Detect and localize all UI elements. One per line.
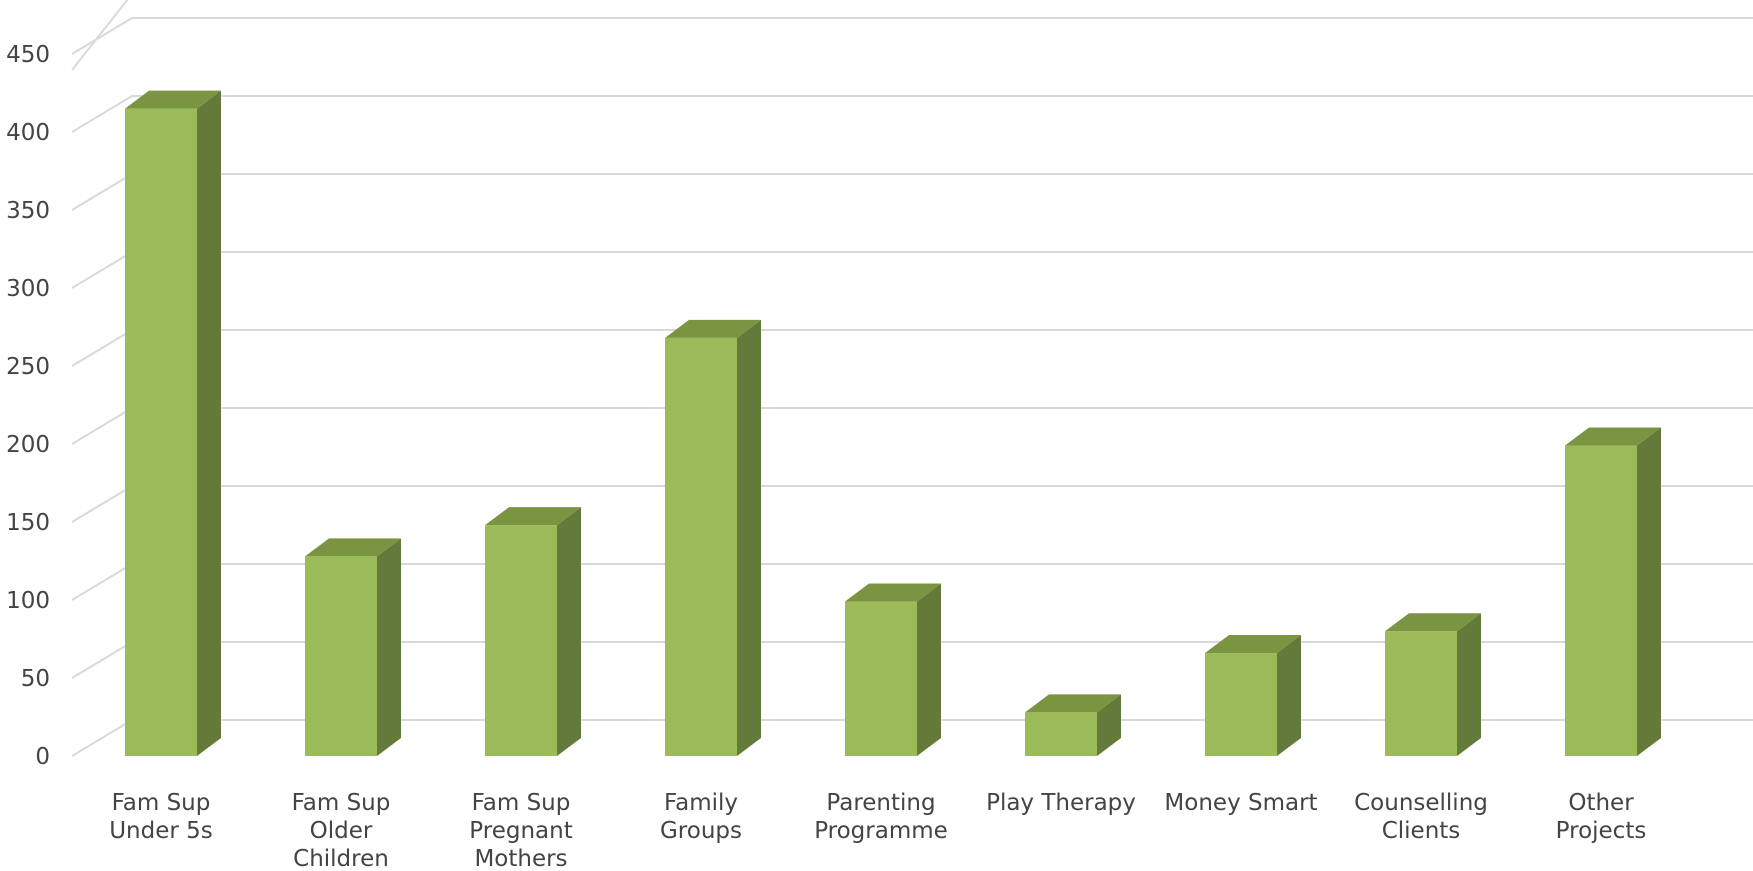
x-category-label-line: Clients — [1382, 818, 1461, 844]
bar — [125, 108, 197, 757]
y-tick-label: 150 — [6, 510, 50, 536]
x-category-label: Other Projects — [1556, 790, 1647, 844]
gridline-top — [71, 0, 129, 71]
gridline — [71, 407, 1753, 445]
x-category-label: Counselling Clients — [1354, 790, 1488, 844]
x-category-label-line: Family — [664, 790, 738, 816]
y-tick-label: 450 — [6, 42, 50, 68]
x-category-label-line: Fam Sup — [112, 790, 211, 816]
x-category-label: Family Groups — [660, 790, 742, 844]
x-category-label-line: Parenting — [826, 790, 935, 816]
bar — [305, 556, 377, 756]
bar-side — [197, 90, 221, 757]
bar-side — [917, 583, 941, 756]
x-category-label-line: Fam Sup — [292, 790, 391, 816]
x-category-label-line: Pregnant — [469, 818, 572, 844]
y-tick-label: 300 — [6, 276, 50, 302]
x-category-label-line: Money Smart — [1164, 790, 1317, 816]
y-tick-label: 200 — [6, 432, 50, 458]
bar-top — [845, 583, 941, 602]
x-category-label-line: Other — [1568, 790, 1634, 816]
bar-top — [1025, 694, 1121, 713]
x-category-label-line: Fam Sup — [472, 790, 571, 816]
bar — [485, 525, 557, 756]
x-category-label-line: Projects — [1556, 818, 1647, 844]
bar — [1565, 445, 1637, 756]
bar-top — [1385, 613, 1481, 632]
bar-top — [665, 319, 761, 338]
gridline — [71, 329, 1753, 367]
bar-side — [1097, 694, 1121, 756]
bar-top — [305, 538, 401, 557]
bar — [845, 601, 917, 756]
x-category-label-line: Under 5s — [109, 818, 213, 844]
y-tick-label: 0 — [35, 744, 50, 770]
x-category-label: Play Therapy — [986, 790, 1136, 816]
y-tick-label: 50 — [21, 666, 50, 692]
bar — [1385, 631, 1457, 756]
y-tick-label: 350 — [6, 198, 50, 224]
bar — [1205, 653, 1277, 756]
x-category-label: Money Smart — [1164, 790, 1317, 816]
x-category-label-line: Children — [293, 846, 389, 871]
bar-side — [557, 507, 581, 756]
bar — [1025, 712, 1097, 756]
gridline — [71, 95, 1753, 133]
y-tick-label: 400 — [6, 120, 50, 146]
bar-side — [737, 319, 761, 756]
bar-side — [1277, 635, 1301, 756]
x-category-label: Fam Sup Under 5s — [109, 790, 213, 844]
bar-top — [125, 90, 221, 109]
bar-side — [1637, 427, 1661, 756]
y-axis-ticks: 0 50 100 150 200 250 300 350 400 450 — [6, 42, 50, 770]
x-category-label-line: Counselling — [1354, 790, 1488, 816]
gridline — [71, 173, 1753, 211]
x-category-label: Parenting Programme — [814, 790, 948, 844]
bar-side — [1457, 613, 1481, 756]
x-category-label-line: Programme — [814, 818, 948, 844]
bar-top — [485, 507, 581, 526]
bar-side — [377, 538, 401, 756]
x-category-label-line: Older — [310, 818, 373, 844]
x-category-label-line: Play Therapy — [986, 790, 1136, 816]
bar-top — [1565, 427, 1661, 446]
bar — [665, 337, 737, 756]
bars — [125, 90, 1661, 757]
x-category-label-line: Groups — [660, 818, 742, 844]
gridline — [71, 17, 1753, 55]
gridline — [71, 485, 1753, 523]
gridline — [71, 251, 1753, 289]
y-tick-label: 250 — [6, 354, 50, 380]
bar-top — [1205, 635, 1301, 654]
y-tick-label: 100 — [6, 588, 50, 614]
x-category-label-line: Mothers — [474, 846, 567, 871]
x-category-label: Fam Sup Pregnant Mothers — [469, 790, 572, 871]
x-category-label: Fam Sup Older Children — [292, 790, 391, 871]
